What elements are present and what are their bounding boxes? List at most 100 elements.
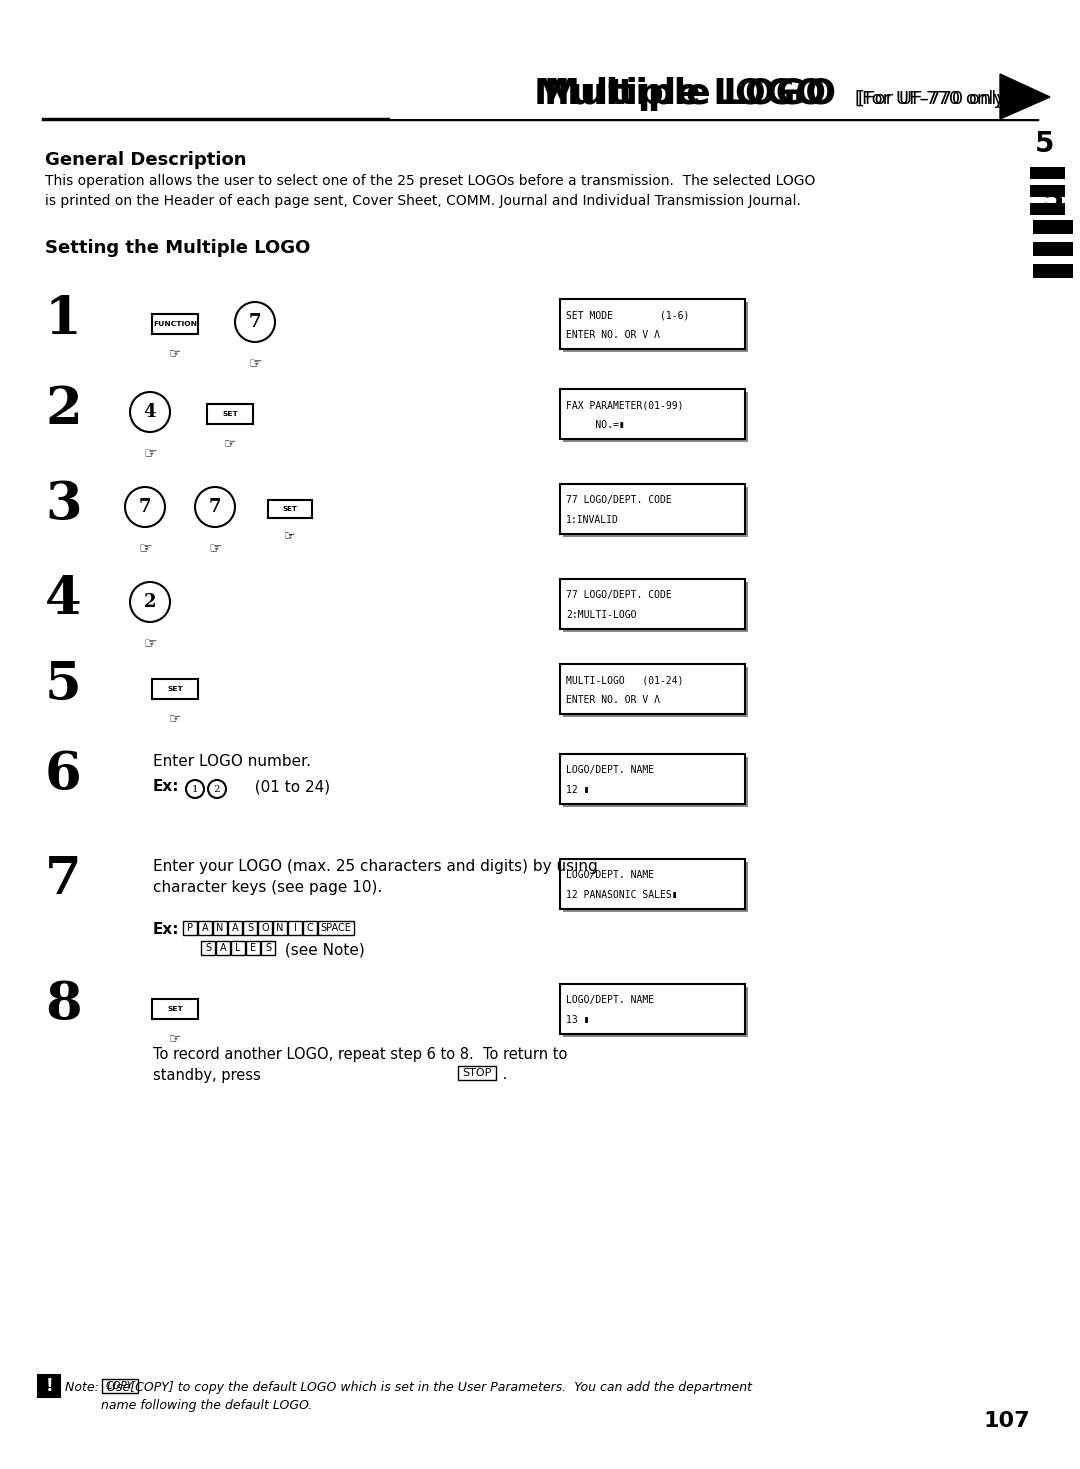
Text: ☞: ☞ bbox=[144, 447, 157, 461]
Text: Multiple LOGO: Multiple LOGO bbox=[534, 76, 826, 112]
Text: A: A bbox=[202, 923, 208, 933]
FancyBboxPatch shape bbox=[273, 921, 287, 934]
FancyBboxPatch shape bbox=[561, 389, 745, 439]
FancyBboxPatch shape bbox=[561, 859, 745, 909]
Text: Enter LOGO number.: Enter LOGO number. bbox=[153, 754, 311, 768]
Text: 7: 7 bbox=[208, 498, 221, 516]
Text: 2:MULTI-LOGO: 2:MULTI-LOGO bbox=[566, 610, 636, 620]
Text: 4: 4 bbox=[45, 574, 82, 624]
Text: FUNCTION: FUNCTION bbox=[153, 322, 197, 328]
Text: ENTER NO. OR V Λ: ENTER NO. OR V Λ bbox=[566, 331, 660, 339]
FancyBboxPatch shape bbox=[151, 679, 199, 699]
FancyBboxPatch shape bbox=[563, 582, 748, 632]
Text: ☞: ☞ bbox=[224, 436, 237, 451]
Text: Setting the Multiple LOGO: Setting the Multiple LOGO bbox=[45, 239, 310, 257]
FancyBboxPatch shape bbox=[563, 667, 748, 717]
FancyBboxPatch shape bbox=[258, 921, 272, 934]
FancyBboxPatch shape bbox=[102, 1379, 138, 1393]
Text: 1: 1 bbox=[45, 294, 82, 345]
FancyBboxPatch shape bbox=[1030, 203, 1065, 214]
Text: To record another LOGO, repeat step 6 to 8.  To return to
standby, press: To record another LOGO, repeat step 6 to… bbox=[153, 1047, 567, 1083]
Text: 5: 5 bbox=[1036, 129, 1055, 159]
Polygon shape bbox=[1000, 73, 1050, 119]
Text: ☞: ☞ bbox=[208, 541, 221, 555]
FancyBboxPatch shape bbox=[183, 921, 197, 934]
Text: 7: 7 bbox=[248, 313, 261, 331]
Text: 3: 3 bbox=[45, 479, 82, 530]
Text: 2: 2 bbox=[214, 784, 220, 793]
Circle shape bbox=[130, 392, 170, 432]
Text: E: E bbox=[249, 943, 256, 953]
Text: NO.=▮: NO.=▮ bbox=[566, 420, 624, 430]
FancyBboxPatch shape bbox=[563, 303, 748, 353]
FancyBboxPatch shape bbox=[563, 488, 748, 538]
Circle shape bbox=[235, 303, 275, 342]
Text: LOGO/DEPT. NAME: LOGO/DEPT. NAME bbox=[566, 765, 654, 776]
FancyBboxPatch shape bbox=[228, 921, 242, 934]
Text: I: I bbox=[294, 923, 296, 933]
Text: LOGO/DEPT. NAME: LOGO/DEPT. NAME bbox=[566, 870, 654, 880]
FancyBboxPatch shape bbox=[563, 987, 748, 1037]
FancyBboxPatch shape bbox=[231, 942, 245, 955]
Text: Enter your LOGO (max. 25 characters and digits) by using
character keys (see pag: Enter your LOGO (max. 25 characters and … bbox=[153, 859, 597, 895]
FancyBboxPatch shape bbox=[561, 579, 745, 629]
FancyBboxPatch shape bbox=[1030, 185, 1065, 197]
Text: SPACE: SPACE bbox=[321, 923, 351, 933]
FancyBboxPatch shape bbox=[561, 483, 745, 535]
Text: 8: 8 bbox=[45, 978, 82, 1030]
Text: S: S bbox=[265, 943, 271, 953]
Text: SET: SET bbox=[222, 411, 238, 417]
FancyBboxPatch shape bbox=[38, 1375, 60, 1397]
FancyBboxPatch shape bbox=[563, 862, 748, 912]
Text: 12 ▮: 12 ▮ bbox=[566, 784, 590, 795]
Text: 77 LOGO/DEPT. CODE: 77 LOGO/DEPT. CODE bbox=[566, 591, 672, 599]
Text: 2: 2 bbox=[45, 383, 82, 435]
Text: S: S bbox=[247, 923, 253, 933]
FancyBboxPatch shape bbox=[1030, 167, 1065, 179]
FancyBboxPatch shape bbox=[1032, 220, 1074, 234]
Text: C: C bbox=[307, 923, 313, 933]
Text: S: S bbox=[205, 943, 211, 953]
Text: 77 LOGO/DEPT. CODE: 77 LOGO/DEPT. CODE bbox=[566, 495, 672, 505]
FancyBboxPatch shape bbox=[268, 499, 312, 519]
Text: ☞: ☞ bbox=[248, 355, 261, 372]
Text: 1: 1 bbox=[191, 784, 199, 793]
Text: Ex:: Ex: bbox=[153, 923, 179, 937]
Circle shape bbox=[125, 488, 165, 527]
Text: 107: 107 bbox=[984, 1412, 1030, 1431]
Text: 5: 5 bbox=[45, 660, 82, 710]
FancyBboxPatch shape bbox=[198, 921, 212, 934]
Text: ☞: ☞ bbox=[168, 711, 181, 726]
Text: N: N bbox=[276, 923, 284, 933]
Text: MULTI-LOGO   (01-24): MULTI-LOGO (01-24) bbox=[566, 674, 684, 685]
Text: ☞: ☞ bbox=[168, 347, 181, 360]
Circle shape bbox=[195, 488, 235, 527]
Text: SET: SET bbox=[283, 505, 297, 513]
FancyBboxPatch shape bbox=[243, 921, 257, 934]
Text: N: N bbox=[216, 923, 224, 933]
Text: P: P bbox=[187, 923, 193, 933]
Text: (01 to 24): (01 to 24) bbox=[245, 779, 330, 795]
Text: 1:INVALID: 1:INVALID bbox=[566, 516, 619, 524]
FancyBboxPatch shape bbox=[246, 942, 260, 955]
FancyBboxPatch shape bbox=[318, 921, 354, 934]
FancyBboxPatch shape bbox=[561, 984, 745, 1034]
Text: (see Note): (see Note) bbox=[280, 942, 365, 956]
FancyBboxPatch shape bbox=[216, 942, 230, 955]
Text: 7: 7 bbox=[45, 853, 82, 905]
Text: ☞: ☞ bbox=[144, 636, 157, 651]
Text: .: . bbox=[498, 1066, 508, 1083]
Text: Note:  Use[COPY] to copy the default LOGO which is set in the User Parameters.  : Note: Use[COPY] to copy the default LOGO… bbox=[65, 1381, 752, 1412]
Text: 13 ▮: 13 ▮ bbox=[566, 1015, 590, 1025]
FancyBboxPatch shape bbox=[563, 392, 748, 442]
FancyBboxPatch shape bbox=[458, 1066, 496, 1080]
FancyBboxPatch shape bbox=[213, 921, 227, 934]
FancyBboxPatch shape bbox=[1032, 242, 1074, 256]
FancyBboxPatch shape bbox=[390, 73, 1050, 119]
Text: 2: 2 bbox=[144, 593, 157, 611]
Text: A: A bbox=[232, 923, 239, 933]
Text: SET: SET bbox=[167, 1006, 183, 1012]
Text: !: ! bbox=[45, 1376, 53, 1396]
FancyBboxPatch shape bbox=[561, 754, 745, 804]
FancyBboxPatch shape bbox=[206, 404, 254, 425]
